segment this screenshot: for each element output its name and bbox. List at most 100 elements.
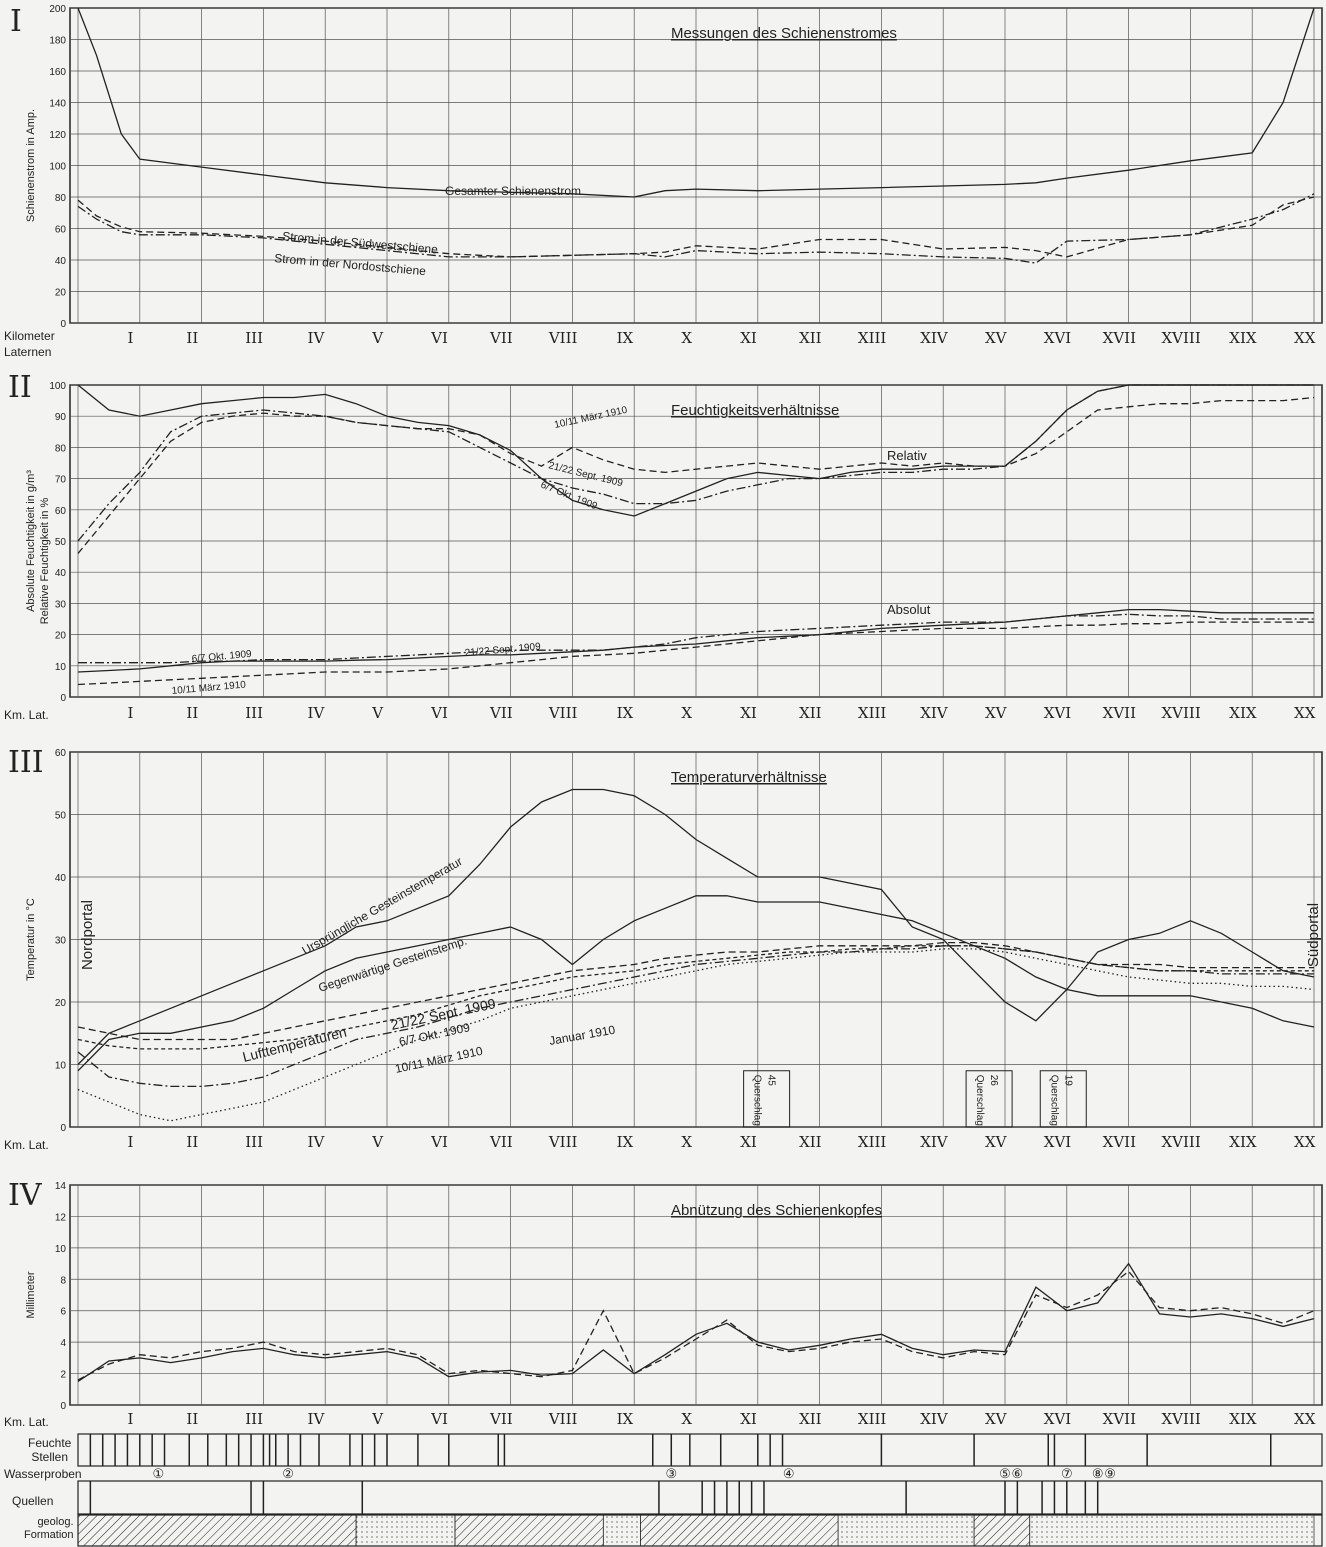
panel-1-ytick-label: 40 xyxy=(55,256,67,267)
panel-1-xtick-label: XIV xyxy=(920,329,949,347)
panel-2-ylabel: Absolute Feuchtigkeit in g/m³ xyxy=(25,470,37,612)
panel-2-ytick-label: 100 xyxy=(49,381,66,392)
panel-2-xtick-label: I xyxy=(128,704,134,722)
wasserprobe-marker: ② xyxy=(282,1466,294,1481)
wasserprobe-marker: ⑥ xyxy=(1012,1466,1024,1481)
panel-2-xtick-label: XVII xyxy=(1103,704,1136,722)
wasserprobe-marker: ⑧ xyxy=(1092,1466,1104,1481)
geolog-block xyxy=(837,1514,975,1547)
panel-2-ytick-label: 20 xyxy=(55,631,67,642)
panel-3-ytick-label: 50 xyxy=(55,811,67,822)
panel-1-xtick-label: XX xyxy=(1294,329,1316,347)
panel-2-xtick-label: XIV xyxy=(920,704,949,722)
panel-1-ytick-label: 0 xyxy=(60,319,66,330)
panel-2-xtick-label: VIII xyxy=(548,704,578,722)
panel-3-ytick-label: 40 xyxy=(55,873,67,884)
hum-label-relativ: Relativ xyxy=(887,448,927,463)
kilometer-label: Kilometer xyxy=(4,329,55,343)
hum-label-maerz: 10/11 März 1910 xyxy=(553,405,628,431)
panel-2-ylabel2: Relative Feuchtigkeit in % xyxy=(39,498,51,625)
panel-1-xtick-label: XV xyxy=(985,329,1008,347)
km-lat-label-4: Km. Lat. xyxy=(4,1415,49,1429)
panel-3-xtick-label: XIII xyxy=(858,1133,887,1151)
panel-1-xtick-label: XVI xyxy=(1044,329,1072,347)
hum-label-sept-abs: 21/22 Sept. 1909 xyxy=(464,641,541,659)
panel-3-series-line xyxy=(77,895,1315,1072)
panel-2-ytick-label: 90 xyxy=(55,412,67,423)
querschlag-number: 26 xyxy=(988,1075,999,1087)
wasserprobe-marker: ③ xyxy=(665,1466,677,1481)
panel-4-xtick-label: VI xyxy=(430,1410,448,1428)
panel-numeral-3: III xyxy=(8,745,44,780)
geolog-block xyxy=(355,1514,456,1547)
querschlag-box xyxy=(743,1070,791,1128)
panel-3-ytick-label: 30 xyxy=(55,936,67,947)
panel-1-ytick-label: 100 xyxy=(49,162,66,173)
panel-2-xtick-label: VII xyxy=(489,704,513,722)
temp-label-januar: Januar 1910 xyxy=(548,1023,616,1048)
panel-3-xtick-label: VIII xyxy=(548,1133,578,1151)
panel-3-xtick-label: V xyxy=(371,1133,384,1151)
panel-4-series-line xyxy=(77,1262,1315,1382)
panel-4-xtick-label: XX xyxy=(1294,1410,1316,1428)
panel-4-xtick-label: XIV xyxy=(920,1410,949,1428)
panel-2-series-line xyxy=(78,613,1314,664)
panel-2-xtick-label: IX xyxy=(617,704,634,722)
panel-2-series-line xyxy=(77,384,1314,517)
panel-3-xtick-label: IX xyxy=(617,1133,634,1151)
panel-3-xtick-label: III xyxy=(245,1133,263,1151)
querschlag-label: Querschlag xyxy=(974,1075,985,1126)
panel-numeral-1: I xyxy=(10,4,22,39)
panel-4-xtick-label: XIII xyxy=(858,1410,887,1428)
panel-1-xtick-label: IX xyxy=(617,329,634,347)
geolog-block xyxy=(602,1514,641,1547)
panel-1-xtick-label: VII xyxy=(489,329,513,347)
panel-2-xtick-label: V xyxy=(371,704,384,722)
suedportal-label: Südportal xyxy=(1305,903,1322,967)
panel-3-xtick-label: XIV xyxy=(920,1133,949,1151)
panel-1-xtick-label: VIII xyxy=(548,329,578,347)
panel-3-xtick-label: XVI xyxy=(1044,1133,1072,1151)
panel-2-series-line xyxy=(77,621,1314,686)
panel-2-series-line xyxy=(77,384,1314,542)
panel-2-xtick-label: III xyxy=(245,704,263,722)
panel-1-ytick-label: 120 xyxy=(49,130,66,141)
geolog-block xyxy=(454,1514,604,1547)
querschlag-number: 45 xyxy=(766,1075,777,1087)
panel-1-ytick-label: 140 xyxy=(49,99,66,110)
panel-2-title: Feuchtigkeitsverhältnisse xyxy=(671,402,839,419)
panel-3-title: Temperaturverhältnisse xyxy=(671,769,827,786)
panel-3-xtick-label: XX xyxy=(1294,1133,1316,1151)
panel-4-xtick-label: IV xyxy=(308,1410,326,1428)
panel-1-xtick-label: VI xyxy=(430,329,448,347)
panel-4-xtick-label: I xyxy=(128,1410,134,1428)
geolog-block xyxy=(77,1514,357,1547)
panel-3-xtick-label: XI xyxy=(740,1133,757,1151)
km-lat-label-3: Km. Lat. xyxy=(4,1138,49,1152)
quellen-strip xyxy=(77,1480,1323,1515)
km-lat-label-2: Km. Lat. xyxy=(4,708,49,722)
wasserprobe-marker: ⑤ xyxy=(999,1466,1011,1481)
panel-1-xtick-label: XIII xyxy=(858,329,887,347)
panel-2-ytick-label: 80 xyxy=(55,443,67,454)
series-label-gesamter: Gesamter Schienenstrom xyxy=(445,184,581,198)
hum-label-okt-abs: 6/7 Okt. 1909 xyxy=(191,649,252,665)
nordportal-label: Nordportal xyxy=(79,900,96,970)
panel-4-xtick-label: XVII xyxy=(1103,1410,1136,1428)
geolog-formation-label: geolog. Formation xyxy=(24,1516,74,1541)
feuchte-stellen-strip xyxy=(77,1433,1323,1467)
panel-2-xtick-label: XIII xyxy=(858,704,887,722)
panel-4-ylabel: Millimeter xyxy=(25,1271,37,1318)
panel-4-xtick-label: XVI xyxy=(1044,1410,1072,1428)
panel-4-ytick-label: 0 xyxy=(60,1401,66,1412)
panel-2-xtick-label: XIX xyxy=(1229,704,1257,722)
panel-1-series-line xyxy=(77,193,1315,264)
panel-2-xtick-label: XX xyxy=(1294,704,1316,722)
series-label-nordost: Strom in der Nordostschiene xyxy=(274,251,427,278)
panel-1-ytick-label: 60 xyxy=(55,225,67,236)
wasserproben-label: Wasserproben xyxy=(4,1467,82,1481)
querschlag-box xyxy=(1039,1070,1087,1128)
panel-1-series-line xyxy=(77,7,1315,198)
hum-label-okt: 6/7 Okt. 1909 xyxy=(539,480,599,513)
temp-label-gegenwaertig: Gegenwärtige Gesteinstemp. xyxy=(317,934,469,995)
